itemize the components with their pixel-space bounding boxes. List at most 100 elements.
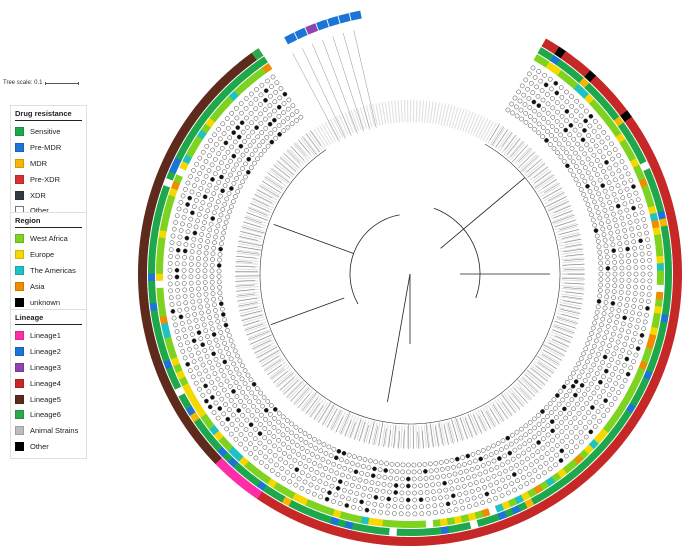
- mutation-marker: [215, 165, 221, 171]
- mutation-marker: [259, 82, 265, 88]
- mutation-marker: [247, 399, 253, 405]
- mutation-marker: [564, 109, 570, 114]
- mutation-marker: [573, 392, 578, 398]
- mutation-marker: [209, 345, 214, 351]
- mutation-marker: [486, 498, 492, 503]
- mutation-marker: [616, 375, 622, 380]
- leaf-branch: [354, 419, 362, 440]
- mutation-marker: [618, 189, 623, 195]
- mutation-marker: [647, 271, 653, 277]
- mutation-marker: [230, 375, 236, 380]
- leaf-branch: [302, 48, 346, 139]
- mutation-marker: [570, 383, 576, 389]
- mutation-marker: [633, 271, 639, 277]
- lineage-ring-segment: [372, 534, 382, 545]
- region-ring-segment: [170, 356, 180, 367]
- mutation-marker: [562, 136, 567, 142]
- mutation-marker: [182, 255, 187, 260]
- mutation-marker: [628, 177, 634, 183]
- mutation-marker: [646, 244, 651, 249]
- mutation-marker: [196, 286, 201, 292]
- drug-resistance-ring-segment: [661, 306, 670, 316]
- drug-resistance-ring-segment: [646, 175, 656, 186]
- mutation-marker: [622, 228, 627, 233]
- mutation-marker: [425, 496, 430, 502]
- mutation-marker: [262, 107, 268, 113]
- mutation-marker: [310, 451, 315, 457]
- mutation-marker: [613, 345, 619, 351]
- mutation-marker: [244, 148, 249, 153]
- lineage-ring-segment: [418, 536, 428, 546]
- mutation-marker: [207, 359, 212, 365]
- mutation-marker: [198, 206, 204, 212]
- mutation-marker: [598, 163, 603, 169]
- drug-resistance-ring-segment: [168, 372, 179, 383]
- region-ring-segment: [403, 520, 412, 528]
- leaf-branch: [276, 160, 295, 176]
- mutation-marker: [272, 117, 277, 123]
- mutation-marker: [596, 351, 601, 357]
- mutation-marker: [352, 454, 357, 460]
- leaf-branch: [261, 355, 280, 367]
- lineage-ring-segment: [395, 536, 405, 546]
- mutation-marker: [308, 482, 314, 488]
- mutation-marker: [598, 271, 604, 277]
- mutation-marker: [640, 265, 646, 270]
- mutation-marker: [590, 325, 596, 331]
- mutation-marker: [357, 477, 363, 483]
- mutation-marker: [559, 448, 565, 454]
- legend-label: XDR: [30, 190, 46, 200]
- mutation-marker: [527, 105, 533, 110]
- mutation-marker: [181, 274, 187, 280]
- mutation-marker: [547, 76, 553, 82]
- mutation-marker: [180, 349, 186, 354]
- mutation-marker: [576, 374, 582, 380]
- mutation-marker: [189, 189, 195, 195]
- mutation-marker: [216, 268, 222, 274]
- mutation-marker: [236, 408, 242, 413]
- mutation-marker: [504, 444, 509, 450]
- leaf-branch: [235, 255, 257, 259]
- mutation-marker: [600, 154, 606, 160]
- mutation-marker: [169, 240, 175, 246]
- mutation-marker: [233, 194, 238, 199]
- mutation-marker: [517, 469, 523, 474]
- mutation-marker: [593, 186, 599, 191]
- mutation-marker: [263, 88, 269, 94]
- lineage-ring-segment: [379, 535, 390, 546]
- drug-resistance-ring-segment: [329, 516, 340, 526]
- mutation-marker: [627, 220, 633, 225]
- lineage-ring-segment: [245, 52, 258, 65]
- mutation-marker: [612, 265, 618, 271]
- mutation-marker: [175, 254, 180, 260]
- mutation-marker: [594, 233, 600, 239]
- mutation-marker: [228, 338, 234, 344]
- mutation-marker: [594, 371, 600, 376]
- leaf-branch: [553, 205, 572, 214]
- mutation-marker: [344, 503, 350, 508]
- mutation-marker: [530, 477, 536, 483]
- mutation-marker: [254, 408, 260, 414]
- lineage-ring-segment: [610, 98, 623, 111]
- mutation-marker: [427, 461, 433, 467]
- mutation-marker: [538, 464, 543, 470]
- mutation-marker: [587, 336, 593, 341]
- mutation-marker: [544, 92, 550, 97]
- region-ring-segment: [311, 501, 322, 512]
- mutation-marker: [411, 462, 417, 468]
- leaf-branch: [301, 391, 318, 412]
- mutation-marker: [417, 469, 423, 475]
- mutation-marker: [441, 473, 446, 479]
- mutation-marker: [433, 460, 439, 466]
- mutation-marker: [611, 191, 617, 197]
- lineage-ring-segment: [221, 72, 234, 85]
- mutation-marker: [612, 259, 618, 265]
- lineage-ring-segment: [143, 210, 155, 222]
- legend-label: Lineage3: [30, 362, 61, 372]
- mutation-marker: [446, 508, 452, 514]
- legend-label: Asia: [30, 281, 45, 291]
- lineage-ring-segment: [326, 524, 338, 536]
- lineage-ring-segment: [620, 110, 633, 123]
- mutation-marker: [262, 426, 268, 431]
- mutation-marker: [273, 135, 279, 141]
